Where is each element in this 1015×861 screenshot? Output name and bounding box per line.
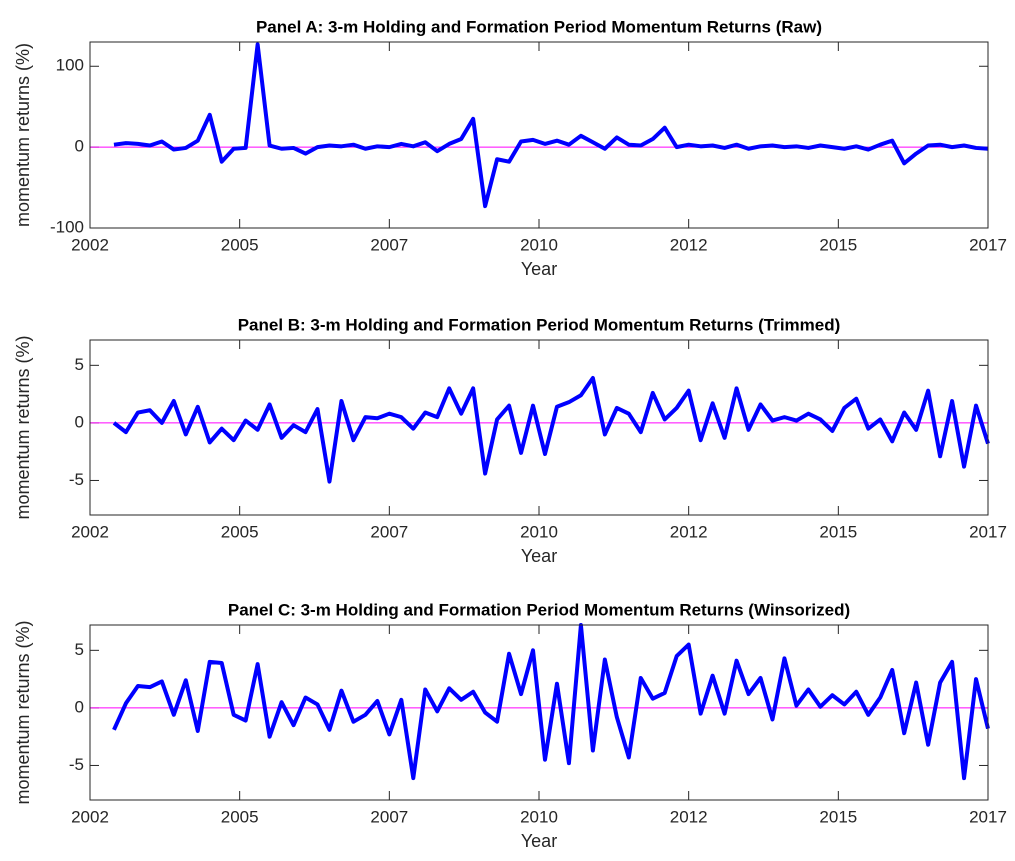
x-tick-label: 2015 xyxy=(819,807,857,826)
x-tick-label: 2015 xyxy=(819,235,857,254)
x-tick-label: 2002 xyxy=(71,522,109,541)
data-line xyxy=(112,623,990,781)
x-axis-label: Year xyxy=(521,546,557,566)
x-tick-label: 2005 xyxy=(221,522,259,541)
x-tick-label: 2007 xyxy=(370,807,408,826)
chart-title: Panel C: 3-m Holding and Formation Perio… xyxy=(228,600,850,619)
x-tick-label: 2002 xyxy=(71,807,109,826)
x-tick-label: 2005 xyxy=(221,807,259,826)
x-tick-label: 2010 xyxy=(520,235,558,254)
x-tick-label: 2005 xyxy=(221,235,259,254)
y-tick-label: 0 xyxy=(75,137,84,156)
axes-box xyxy=(89,41,989,229)
axes-box xyxy=(89,339,989,516)
y-tick-label: -5 xyxy=(69,470,84,489)
x-axis-label: Year xyxy=(521,831,557,851)
x-tick-label: 2017 xyxy=(969,522,1007,541)
x-tick-label: 2012 xyxy=(670,235,708,254)
axes-box xyxy=(89,624,989,801)
x-tick-label: 2007 xyxy=(370,522,408,541)
x-tick-label: 2007 xyxy=(370,235,408,254)
x-tick-label: 2012 xyxy=(670,807,708,826)
data-line xyxy=(112,375,990,484)
x-tick-label: 2017 xyxy=(969,235,1007,254)
y-tick-label: -100 xyxy=(50,217,84,236)
y-tick-label: -5 xyxy=(69,755,84,774)
y-axis-label: momentum returns (%) xyxy=(13,43,33,227)
x-tick-label: 2012 xyxy=(670,522,708,541)
y-tick-label: 5 xyxy=(75,355,84,374)
y-tick-label: 5 xyxy=(75,640,84,659)
y-tick-label: 0 xyxy=(75,412,84,431)
x-tick-label: 2015 xyxy=(819,522,857,541)
chart-title: Panel B: 3-m Holding and Formation Perio… xyxy=(238,315,841,334)
y-axis-label: momentum returns (%) xyxy=(13,620,33,804)
data-line xyxy=(113,42,989,209)
plot-area xyxy=(90,42,988,228)
y-tick-label: 100 xyxy=(56,56,84,75)
y-tick-label: 0 xyxy=(75,697,84,716)
x-tick-label: 2010 xyxy=(520,522,558,541)
x-tick-label: 2017 xyxy=(969,807,1007,826)
y-axis-label: momentum returns (%) xyxy=(13,335,33,519)
chart-title: Panel A: 3-m Holding and Formation Perio… xyxy=(256,17,822,36)
x-axis-label: Year xyxy=(521,259,557,279)
x-tick-label: 2002 xyxy=(71,235,109,254)
x-tick-label: 2010 xyxy=(520,807,558,826)
